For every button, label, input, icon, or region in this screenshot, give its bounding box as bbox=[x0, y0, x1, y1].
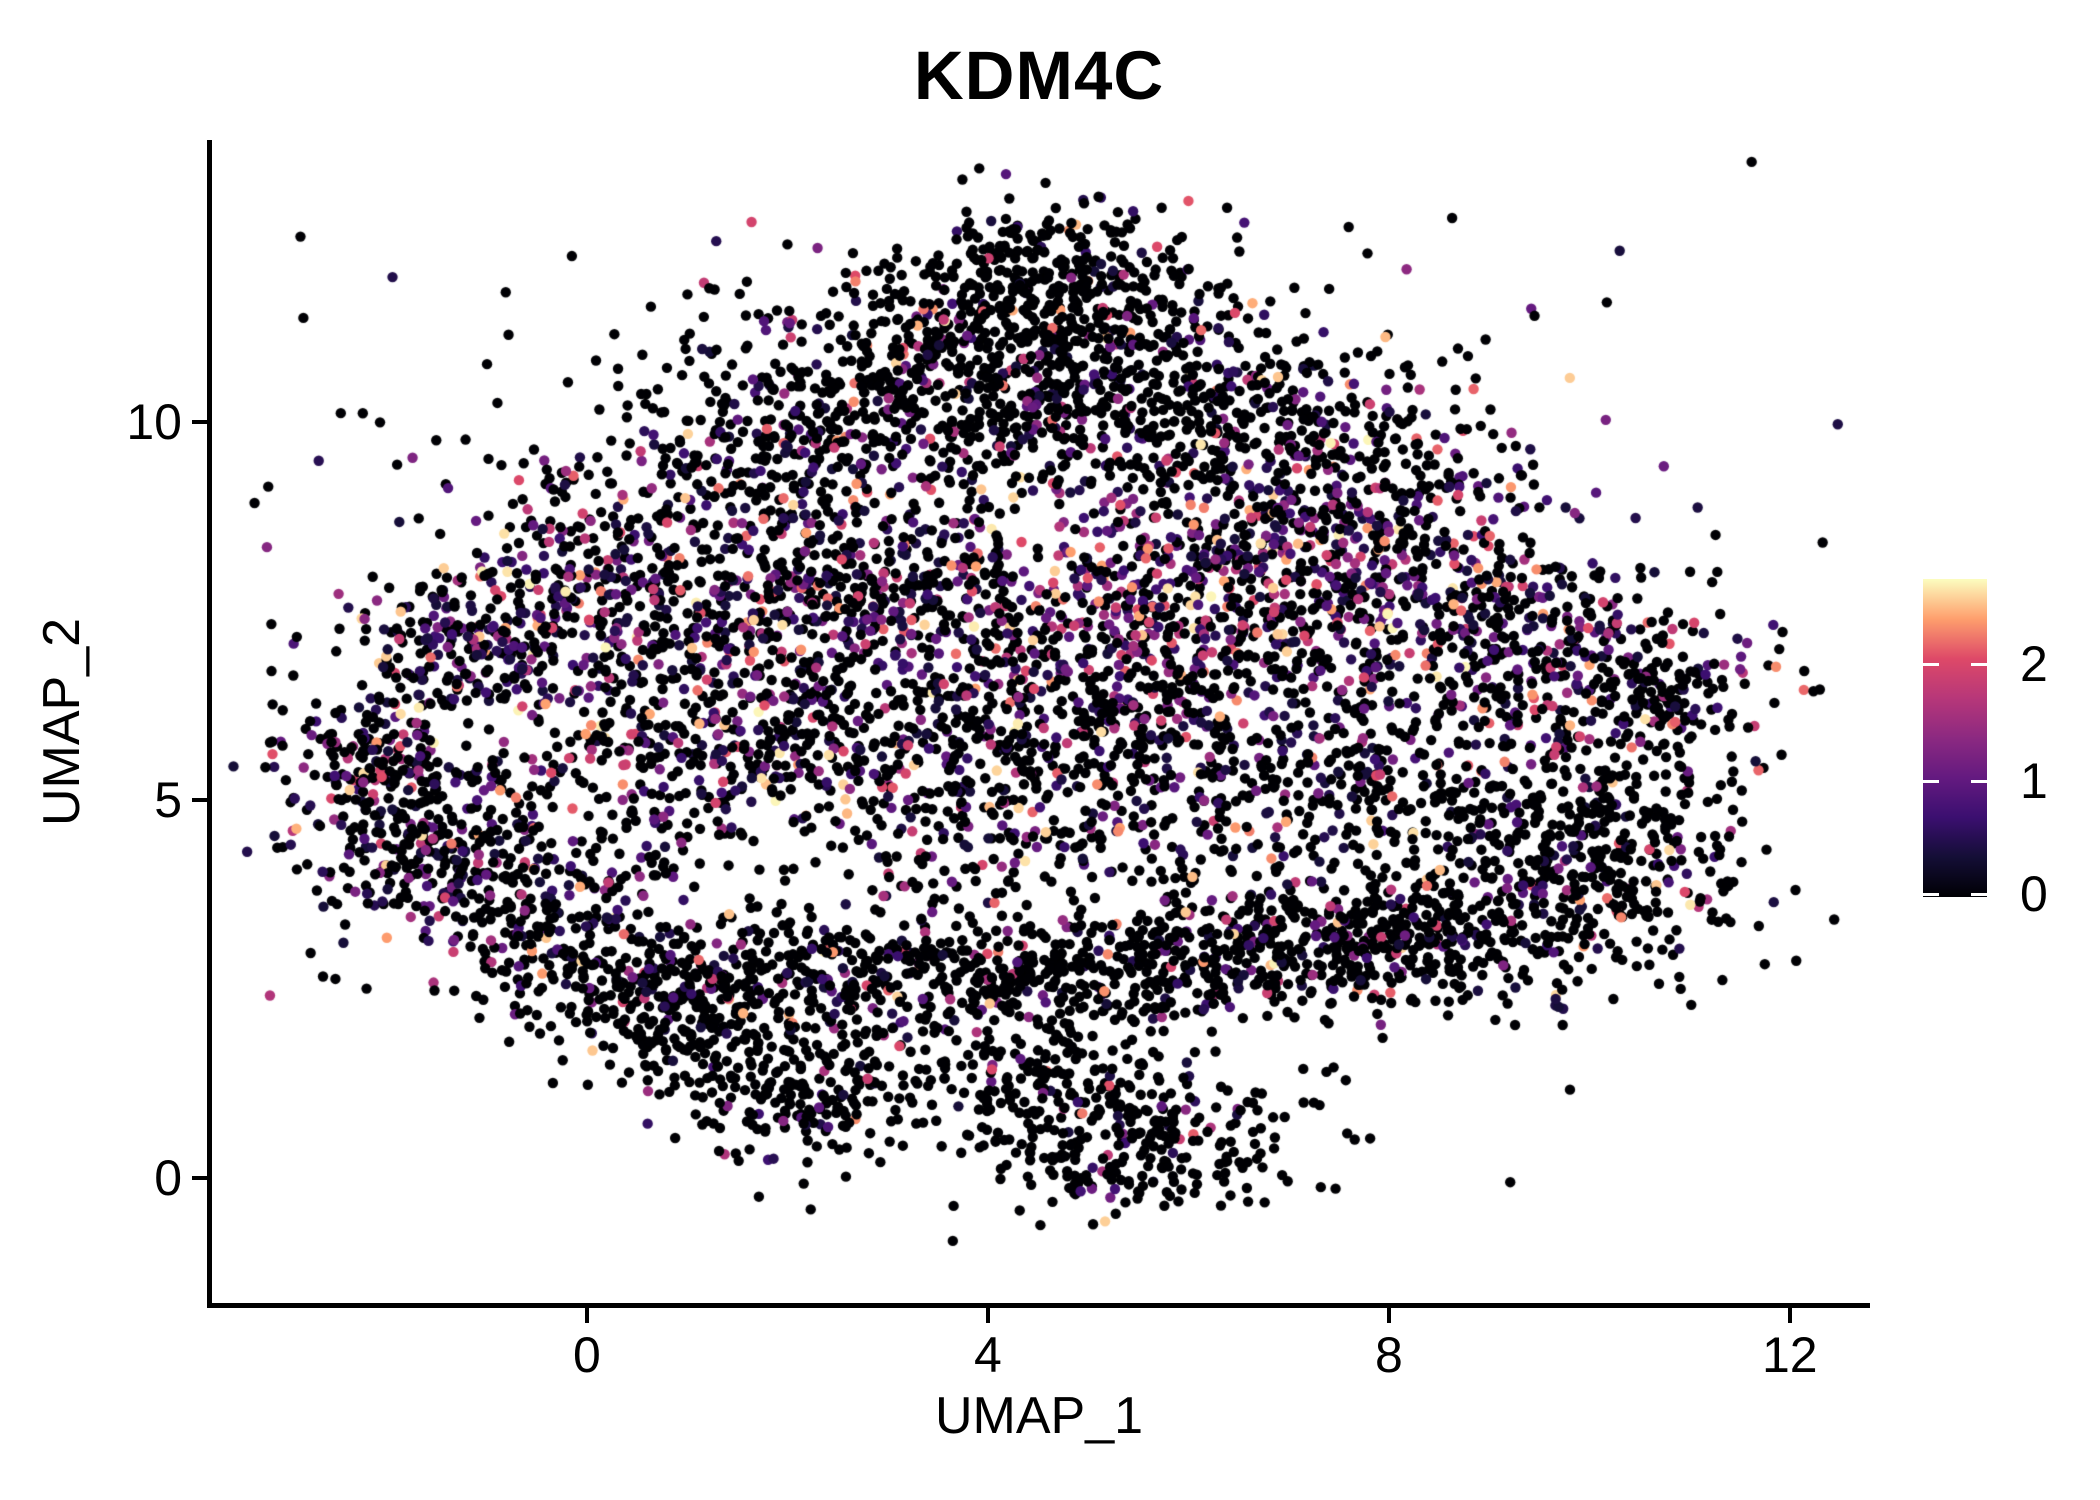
x-axis-line bbox=[207, 1303, 1870, 1308]
colorbar-tick-mark bbox=[1971, 663, 1987, 667]
y-tick-label: 10 bbox=[126, 393, 182, 450]
y-tick-label: 0 bbox=[154, 1149, 182, 1206]
y-axis-label: UMAP_2 bbox=[33, 617, 91, 827]
x-tick-label: 0 bbox=[573, 1327, 601, 1383]
y-tick-mark bbox=[192, 1175, 207, 1180]
expression-colorbar bbox=[1923, 579, 1987, 897]
x-tick-mark bbox=[985, 1308, 990, 1323]
x-tick-label: 12 bbox=[1761, 1327, 1818, 1383]
colorbar-tick-mark bbox=[1971, 893, 1987, 896]
x-tick-label: 8 bbox=[1374, 1327, 1403, 1383]
x-tick-mark bbox=[1386, 1308, 1391, 1323]
x-axis-label: UMAP_1 bbox=[934, 1387, 1144, 1445]
y-tick-mark bbox=[192, 419, 207, 424]
colorbar-tick-mark bbox=[1923, 780, 1939, 784]
y-tick-label: 5 bbox=[154, 771, 182, 828]
colorbar-tick-label: 1 bbox=[2020, 753, 2048, 810]
y-tick-mark bbox=[192, 797, 207, 802]
x-tick-mark bbox=[584, 1308, 589, 1323]
colorbar-tick-label: 0 bbox=[2020, 866, 2048, 922]
x-tick-label: 4 bbox=[973, 1327, 1002, 1383]
colorbar-tick-label: 2 bbox=[2020, 636, 2048, 693]
colorbar-tick-mark bbox=[1971, 780, 1987, 784]
colorbar-tick-mark bbox=[1923, 893, 1939, 896]
y-axis-line bbox=[207, 140, 212, 1308]
x-tick-mark bbox=[1787, 1308, 1792, 1323]
colorbar-tick-mark bbox=[1923, 663, 1939, 667]
